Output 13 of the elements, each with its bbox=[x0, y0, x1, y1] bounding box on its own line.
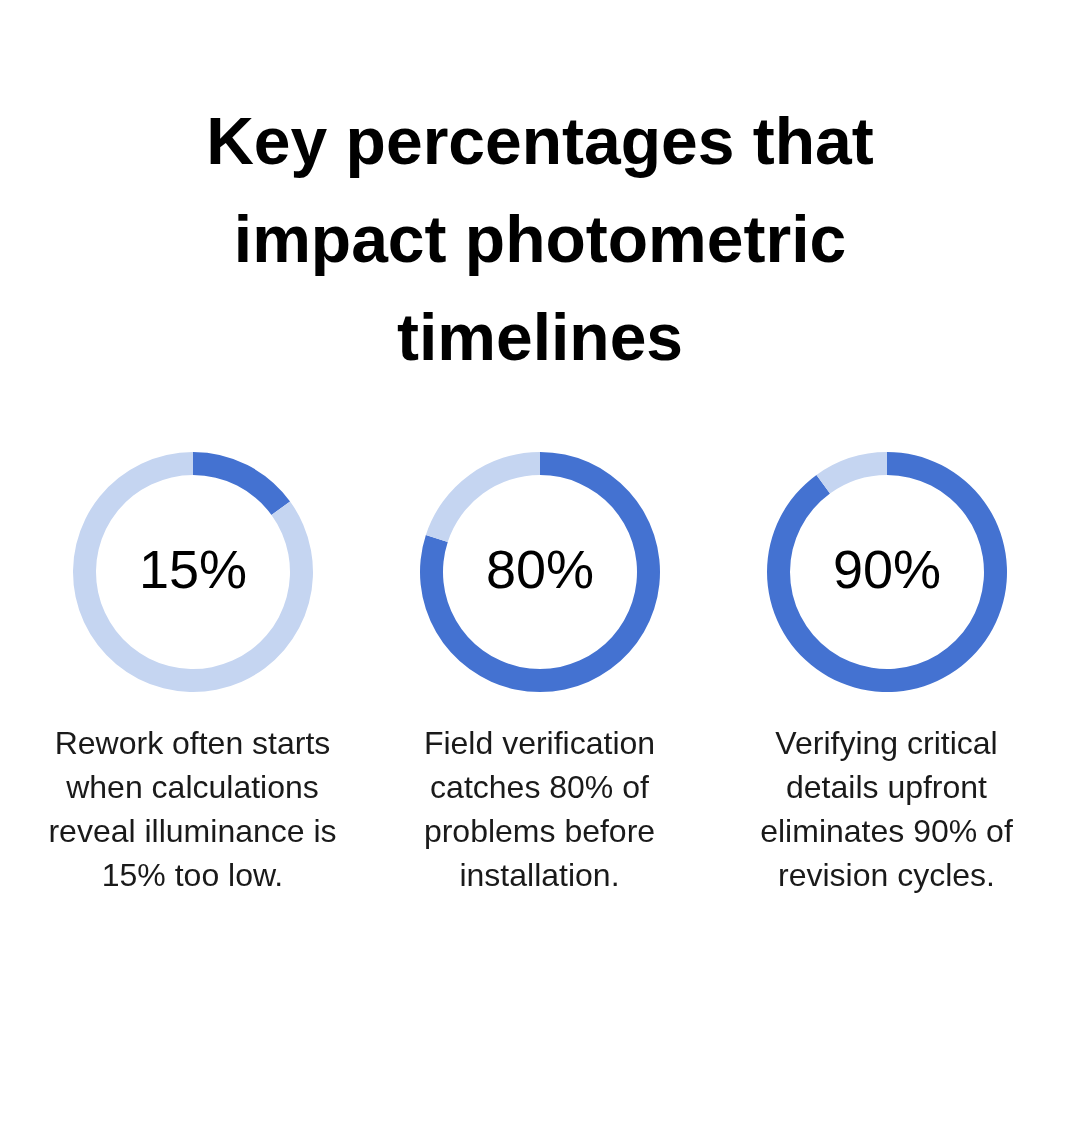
text: Key percentages that impact photometric timelines bbox=[205, 103, 875, 376]
donut-slice bbox=[419, 452, 660, 692]
data-label: 15% bbox=[138, 539, 247, 599]
donut-slice bbox=[815, 452, 887, 494]
donut-slice bbox=[72, 452, 313, 692]
data-label: 80% bbox=[485, 539, 594, 599]
donut-slice bbox=[192, 452, 290, 515]
donut-slice bbox=[766, 452, 1007, 692]
data-label: 90% bbox=[832, 539, 941, 599]
text: Field verification catches 80% of problems before installation. bbox=[422, 724, 657, 895]
text: Verifying critical details upfront eliminates 90% of revision cycles. bbox=[759, 724, 1014, 895]
donut-slice bbox=[425, 452, 540, 543]
text: Rework often starts when calculations reveal illuminance is 15% too low. bbox=[47, 724, 338, 895]
